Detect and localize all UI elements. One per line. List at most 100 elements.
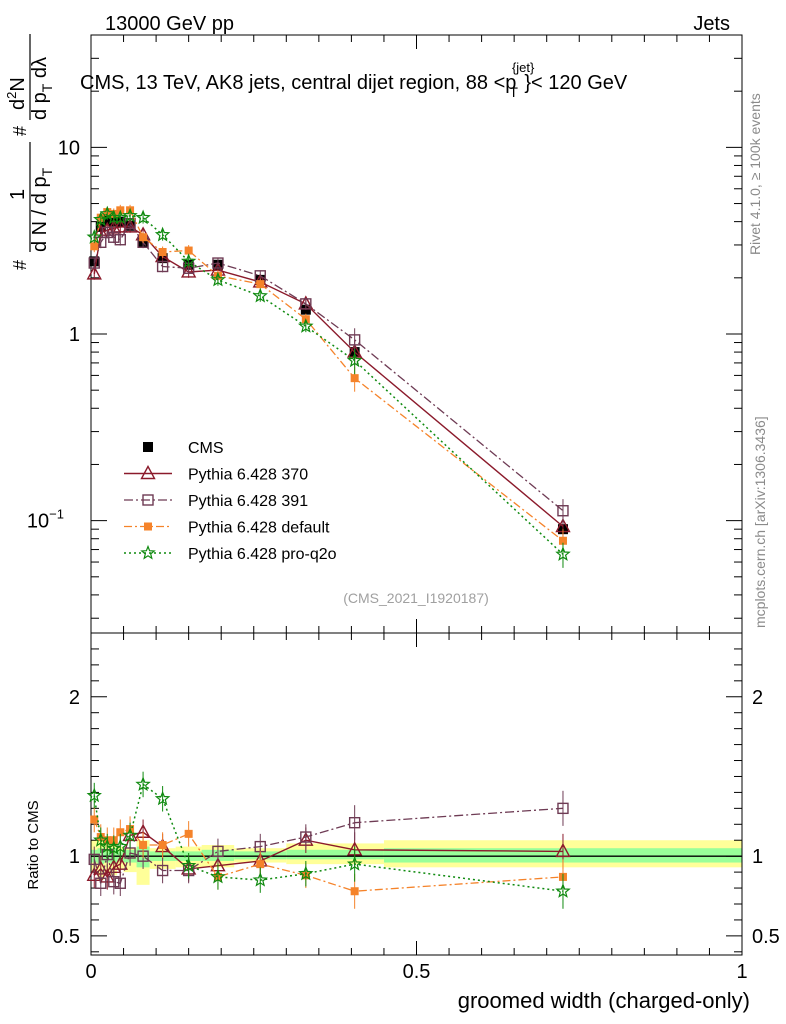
main-point-4-8 <box>180 253 197 268</box>
main-point-2-3 <box>108 231 120 243</box>
main-line-4 <box>93 212 564 555</box>
ratio-point-2-0 <box>90 815 99 824</box>
main-point-3-8 <box>184 246 193 255</box>
plot-title-main: CMS, 13 TeV, AK8 jets, central dijet reg… <box>80 72 516 94</box>
mcplots-label: mcplots.cern.ch [arXiv:1306.3436] <box>752 416 768 628</box>
main-point-3-13 <box>558 536 567 545</box>
main-point-4-0 <box>86 229 102 244</box>
plot-title: CMS, 13 TeV, AK8 jets, central dijet reg… <box>80 60 628 100</box>
ylabel-num2: d2N <box>4 77 29 110</box>
ratio-frame <box>90 632 743 956</box>
legend-marker-3 <box>144 522 152 531</box>
main-point-4-2 <box>99 205 116 221</box>
plot-title-sup: {jet} <box>512 60 535 75</box>
main-point-4-11 <box>297 318 314 333</box>
ratio-point-2-6 <box>139 841 148 850</box>
ratio-point-0-2 <box>99 868 115 883</box>
main-point-3-6 <box>139 233 148 242</box>
rivet-label: Rivet 4.1.0, ≥ 100k events <box>747 93 763 255</box>
ratio-point-3-2 <box>99 838 116 854</box>
y-tick-label-ratio-l-1: 1 <box>69 846 80 868</box>
legend-marker-1 <box>140 465 156 480</box>
ylabel-num1: 1 <box>7 189 29 200</box>
ratio-point-2-10 <box>256 860 265 869</box>
ylabel-hash2: # <box>10 126 30 136</box>
x-axis-label: groomed width (charged-only) <box>458 988 750 1013</box>
ratio-line-2 <box>93 819 564 892</box>
ratio-point-3-3 <box>106 840 122 855</box>
ratio-point-1-9 <box>212 845 224 858</box>
ratio-line-0 <box>93 831 564 879</box>
main-point-4-12 <box>346 352 363 368</box>
y-tick-label-main-2: 10 <box>58 137 80 159</box>
legend-entry-1: Pythia 6.428 370 <box>124 465 308 484</box>
main-point-2-4 <box>114 234 126 246</box>
ratio-series-3 <box>86 771 571 909</box>
main-point-3-10 <box>256 280 265 289</box>
legend-label-0: CMS <box>188 440 224 457</box>
ratio-point-3-7 <box>154 790 171 806</box>
x-tick-label-2: 1 <box>736 961 747 983</box>
main-series-0 <box>89 214 568 537</box>
ratio-point-1-7 <box>156 864 169 877</box>
ylabel-den1: d N / d pT <box>29 167 55 252</box>
legend-marker-4 <box>140 544 156 560</box>
legend-marker-2 <box>142 494 154 506</box>
main-series <box>86 204 571 568</box>
ratio-point-1-4 <box>114 877 126 889</box>
ratio-point-1-12 <box>348 816 361 829</box>
main-point-3-0 <box>90 242 99 251</box>
ratio-point-3-8 <box>180 857 197 873</box>
watermark: (CMS_2021_I1920187) <box>343 590 489 606</box>
ratio-point-3-12 <box>346 855 363 871</box>
ratio-point-2-7 <box>158 841 167 850</box>
main-point-2-0 <box>88 257 100 269</box>
main-series-2 <box>88 217 569 525</box>
band-inner-11 <box>286 849 384 860</box>
ylabel-hash1: # <box>10 260 30 270</box>
ratio-point-3-4 <box>112 838 129 854</box>
y-tick-label-ratio-l-2: 2 <box>69 687 80 709</box>
ratio-point-0-13 <box>555 842 571 858</box>
ratio-point-3-9 <box>210 868 226 884</box>
y-tick-label-exponent: −1 <box>49 507 64 522</box>
header-right: Jets <box>693 13 730 35</box>
plot-title-end: }< 120 GeV <box>524 72 628 94</box>
ratio-point-1-0 <box>88 853 100 866</box>
main-point-4-7 <box>154 226 171 242</box>
ratio-point-1-11 <box>300 831 312 843</box>
main-point-4-6 <box>135 209 151 225</box>
main-point-2-13 <box>557 505 569 517</box>
y-tick-label-main-1: 1 <box>69 324 80 346</box>
ratio-point-3-1 <box>93 832 109 847</box>
legend-marker-0 <box>143 442 153 452</box>
legend-entry-4: Pythia 6.428 pro-q2o <box>124 544 337 563</box>
ylabel-den2: d pT dλ <box>29 57 55 120</box>
main-point-1-0 <box>86 265 102 280</box>
legend-label-4: Pythia 6.428 pro-q2o <box>188 546 337 563</box>
legend: CMS Pythia 6.428 370 Pythia 6.428 391 Pythi… <box>124 440 337 563</box>
main-point-2-11 <box>300 298 312 310</box>
x-tick-label-0: 0 <box>85 961 96 983</box>
main-series-4 <box>86 205 571 568</box>
legend-entry-0: CMS <box>143 440 224 457</box>
y-axis-label-ratio: Ratio to CMS <box>25 800 42 889</box>
main-point-1-5 <box>122 218 138 233</box>
ratio-point-2-12 <box>350 887 359 896</box>
main-point-3-7 <box>158 248 167 257</box>
legend-label-2: Pythia 6.428 391 <box>188 493 308 510</box>
header-left: 13000 GeV pp <box>105 13 234 35</box>
ratio-point-2-4 <box>116 828 125 837</box>
ratio-point-3-6 <box>135 776 151 792</box>
y-tick-label-ratio-r-2: 2 <box>752 687 763 709</box>
main-point-2-9 <box>212 257 224 269</box>
main-frame <box>90 34 743 634</box>
y-axis-label-top: # 1 d N / d pT # d2N d pT dλ <box>4 34 55 270</box>
ratio-point-3-5 <box>122 827 138 843</box>
y-tick-label-ratio-r-1: 1 <box>752 846 763 868</box>
ratio-point-2-8 <box>184 829 193 838</box>
ratio-point-3-13 <box>555 883 571 898</box>
ratio-series <box>86 771 571 909</box>
